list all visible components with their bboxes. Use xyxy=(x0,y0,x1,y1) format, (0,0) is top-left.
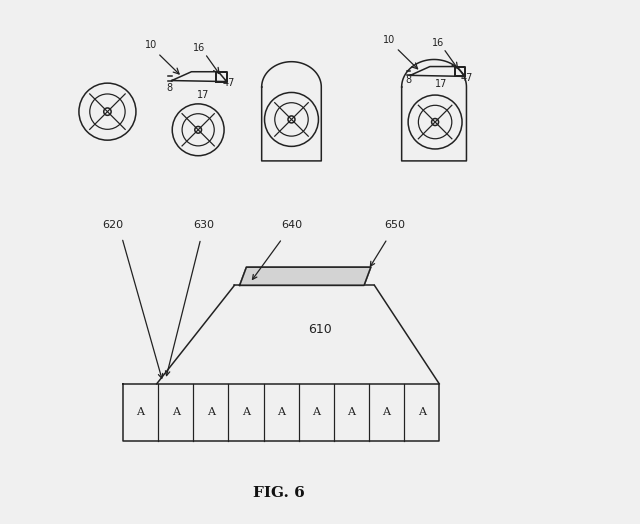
Text: 16: 16 xyxy=(431,38,444,48)
Text: 610: 610 xyxy=(308,323,332,336)
Text: A: A xyxy=(277,407,285,417)
Text: 8: 8 xyxy=(166,83,173,93)
Text: A: A xyxy=(207,407,215,417)
Text: 10: 10 xyxy=(145,40,157,50)
Polygon shape xyxy=(239,267,371,286)
Text: 17: 17 xyxy=(196,90,209,100)
Text: A: A xyxy=(172,407,180,417)
Text: A: A xyxy=(348,407,355,417)
Text: 650: 650 xyxy=(385,220,406,231)
Text: 640: 640 xyxy=(281,220,302,231)
Text: FIG. 6: FIG. 6 xyxy=(253,486,305,500)
Text: 47: 47 xyxy=(461,73,474,83)
Text: 47: 47 xyxy=(223,78,235,88)
Text: 16: 16 xyxy=(193,43,205,53)
Text: 630: 630 xyxy=(193,220,214,231)
Text: 17: 17 xyxy=(435,79,447,89)
Text: A: A xyxy=(383,407,390,417)
Text: A: A xyxy=(312,407,320,417)
Text: 10: 10 xyxy=(383,35,396,45)
Text: A: A xyxy=(242,407,250,417)
Text: A: A xyxy=(136,407,145,417)
Text: 620: 620 xyxy=(102,220,123,231)
Text: 8: 8 xyxy=(405,75,411,85)
Text: A: A xyxy=(418,407,426,417)
